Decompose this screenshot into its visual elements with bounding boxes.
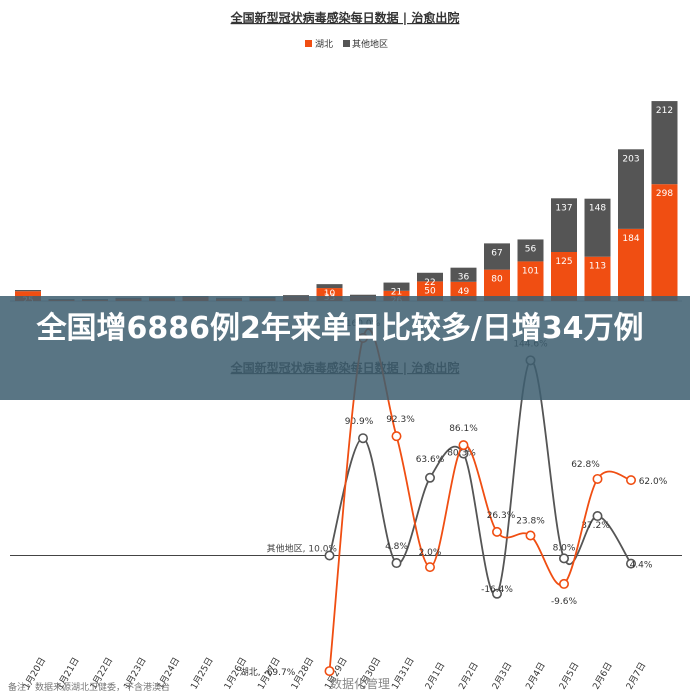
x-tick-label: 2月2日 <box>457 660 481 691</box>
bar-label-other: 36 <box>458 273 470 283</box>
bar-label-other: 56 <box>525 244 537 254</box>
bar-other <box>584 198 611 257</box>
data-label-other: 80.3% <box>447 449 476 459</box>
bar-other <box>618 149 644 229</box>
x-tick-label: 1月31日 <box>390 656 417 692</box>
bar-other <box>517 239 544 262</box>
bar-label-hubei: 184 <box>622 234 639 244</box>
bar-other <box>551 198 577 252</box>
data-label-other: 90.9% <box>345 417 374 427</box>
point-hubei <box>525 530 536 541</box>
data-label-hubei: -9.6% <box>551 597 578 607</box>
legend-swatch-hubei <box>305 40 312 47</box>
data-label-hubei: 2.0% <box>419 548 442 558</box>
bar-other <box>350 294 376 297</box>
x-tick-label: 2月7日 <box>624 660 648 691</box>
point-hubei <box>592 473 603 484</box>
bar-chart-title: 全国新型冠状病毒感染每日数据 | 治愈出院 <box>230 10 460 25</box>
data-label-hubei: 92.3% <box>386 415 415 425</box>
bar-label-hubei: 298 <box>656 189 673 199</box>
data-label-hubei: 62.0% <box>639 477 668 487</box>
x-tick-label: 2月3日 <box>490 660 514 691</box>
bar-other <box>450 267 477 282</box>
bar-label-hubei: 50 <box>424 286 436 296</box>
point-hubei <box>558 578 569 589</box>
point-hubei <box>424 562 435 573</box>
data-label-hubei: 86.1% <box>449 424 478 434</box>
bar-label-other: 21 <box>391 288 402 298</box>
x-tick-label: 1月25日 <box>189 656 216 692</box>
bar-other <box>283 295 309 297</box>
baseline-label: 其他地区, 10.0% <box>267 543 338 555</box>
point-hubei <box>625 475 636 486</box>
bar-label-other: 212 <box>656 106 673 116</box>
data-label-other: 63.6% <box>416 455 445 465</box>
data-label-hubei: 23.8% <box>516 516 545 526</box>
bar-other <box>15 290 41 292</box>
bar-label-other: 10 <box>324 289 336 299</box>
bar-hubei <box>517 261 544 301</box>
bar-hubei <box>584 256 611 301</box>
legend-label-other: 其他地区 <box>352 38 388 50</box>
point-hubei <box>324 666 335 677</box>
data-label-other: 4.4% <box>630 561 653 571</box>
bar-other <box>651 101 678 185</box>
x-tick-label: 2月1日 <box>423 660 447 691</box>
bar-label-hubei: 101 <box>522 266 539 276</box>
bar-hubei <box>651 184 678 301</box>
bar-label-hubei: 49 <box>458 287 470 297</box>
point-other <box>357 433 368 444</box>
data-label-hubei: 26.3% <box>487 511 516 521</box>
x-tick-label: 2月6日 <box>591 660 615 691</box>
bar-hubei <box>551 252 577 301</box>
watermark-text: 数据化管理 <box>330 676 390 691</box>
bar-label-hubei: 125 <box>555 257 572 267</box>
bar-other <box>484 243 510 270</box>
bar-label-other: 67 <box>491 248 502 258</box>
point-other <box>592 511 603 522</box>
data-label-other: -16.4% <box>481 585 513 595</box>
bar-other <box>417 272 443 282</box>
point-other <box>491 588 502 599</box>
point-other <box>625 558 636 569</box>
data-label-hubei: 湖北, -69.7% <box>240 667 296 678</box>
point-other <box>391 558 402 569</box>
point-hubei <box>491 526 502 537</box>
headline-banner: 全国增6886例2年来单日比较多/日增34万例 <box>0 296 690 400</box>
x-tick-label: 2月4日 <box>524 660 548 691</box>
legend-swatch-other <box>343 40 350 47</box>
point-hubei <box>391 431 402 442</box>
line-other <box>328 359 632 596</box>
source-note: 备注：数据来源湖北卫健委，不含港澳台 <box>8 681 170 693</box>
bar-label-other: 203 <box>622 154 639 164</box>
point-hubei <box>458 440 469 451</box>
data-label-hubei: 62.8% <box>571 460 600 470</box>
x-tick-label: 2月5日 <box>557 660 581 691</box>
bar-other <box>316 284 343 289</box>
bar-hubei <box>484 269 510 301</box>
headline-text: 全国增6886例2年来单日比较多/日增34万例 <box>36 311 644 346</box>
bar-other <box>383 282 410 291</box>
legend-label-hubei: 湖北 <box>315 39 333 50</box>
data-label-other: 37.2% <box>581 521 610 531</box>
point-other <box>558 553 569 564</box>
bar-label-hubei: 80 <box>491 275 503 285</box>
bar-label-other: 22 <box>424 278 435 288</box>
bar-label-other: 148 <box>589 204 606 214</box>
point-other <box>424 472 435 483</box>
bar-label-hubei: 113 <box>589 262 606 272</box>
data-label-other: 8.0% <box>553 543 576 553</box>
data-label-other: 4.8% <box>385 542 408 552</box>
bar-hubei <box>383 290 410 301</box>
point-other <box>324 550 335 561</box>
bar-label-other: 137 <box>555 203 572 213</box>
bar-hubei <box>618 228 644 301</box>
